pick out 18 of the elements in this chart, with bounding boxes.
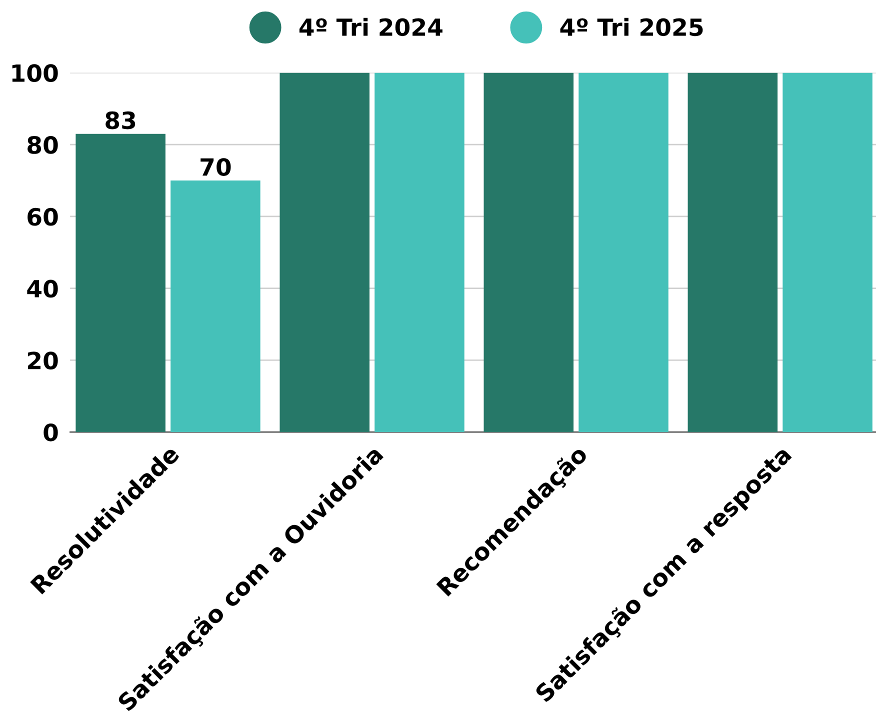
bar xyxy=(76,134,166,432)
bar xyxy=(484,72,574,432)
data-label: 70 xyxy=(200,158,231,176)
y-tick-label: 60 xyxy=(28,208,58,226)
y-tick-label: 0 xyxy=(44,424,58,442)
y-tick-label: 100 xyxy=(12,64,58,82)
legend-label: 4º Tri 2025 xyxy=(560,18,703,36)
data-label: 83 xyxy=(106,111,136,130)
y-tick-label: 80 xyxy=(28,136,58,154)
bar xyxy=(578,72,668,432)
bar xyxy=(280,72,370,432)
bar xyxy=(374,72,464,432)
y-tick-label: 40 xyxy=(27,280,58,298)
bar xyxy=(688,72,778,432)
y-tick-label: 20 xyxy=(28,352,58,370)
legend-label: 4º Tri 2024 xyxy=(299,18,442,36)
bar xyxy=(170,180,260,432)
bar xyxy=(782,72,872,432)
